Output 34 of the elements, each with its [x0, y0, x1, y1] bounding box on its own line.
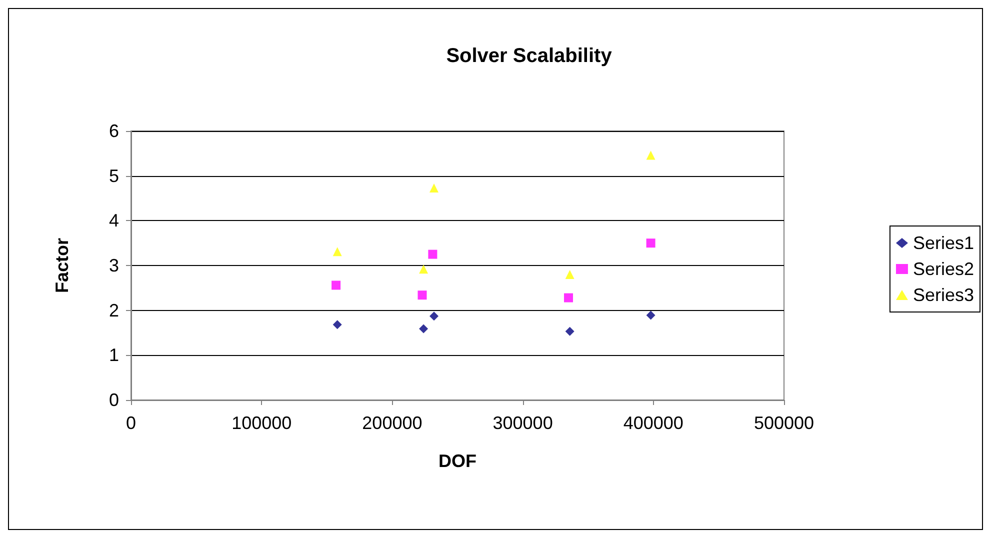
point [332, 320, 342, 330]
x-tick-label: 0 [126, 413, 136, 433]
point [332, 247, 342, 256]
x-tick-label: 200000 [362, 413, 422, 433]
x-tick-label: 400000 [623, 413, 684, 433]
point [429, 183, 438, 192]
point [419, 324, 428, 334]
point [564, 293, 574, 302]
point [646, 310, 656, 320]
point [646, 150, 656, 160]
point [332, 280, 341, 290]
y-tick-label: 2 [108, 300, 119, 320]
x-tick-label: 500000 [754, 413, 814, 433]
y-tick-label: 5 [108, 166, 119, 186]
point [429, 312, 438, 321]
point [565, 326, 574, 336]
x-axis-title: DOF [438, 451, 476, 471]
legend-label: Series3 [912, 285, 974, 305]
y-tick-label: 1 [108, 345, 119, 366]
y-tick-label: 3 [108, 256, 119, 276]
x-tick-label: 300000 [492, 413, 553, 433]
y-tick-label: 6 [108, 121, 119, 141]
point [418, 290, 427, 300]
y-tick-label: 0 [108, 390, 119, 410]
y-tick-label: 4 [108, 210, 119, 231]
point [419, 264, 428, 274]
legend-label: Series2 [912, 259, 974, 279]
point [646, 238, 656, 248]
x-tick-label: 100000 [232, 413, 292, 433]
y-axis-title: Factor [52, 238, 72, 294]
chart-title: Solver Scalability [446, 45, 613, 67]
point [565, 270, 574, 279]
legend-label: Series1 [912, 233, 974, 253]
point [428, 250, 438, 259]
